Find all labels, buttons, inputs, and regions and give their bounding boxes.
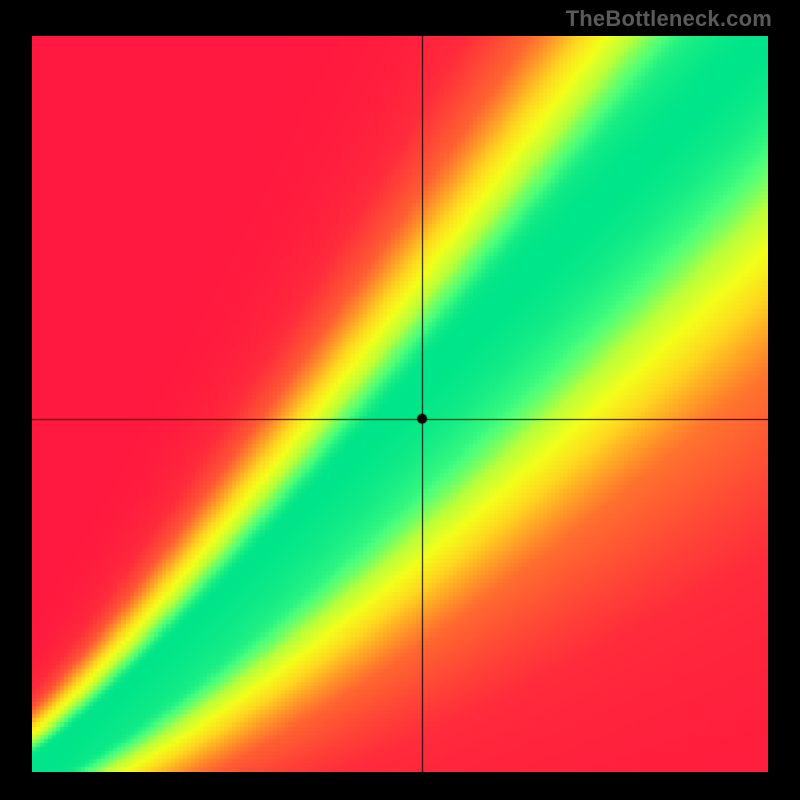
bottleneck-heatmap [32, 36, 768, 772]
watermark-text: TheBottleneck.com [566, 6, 772, 32]
